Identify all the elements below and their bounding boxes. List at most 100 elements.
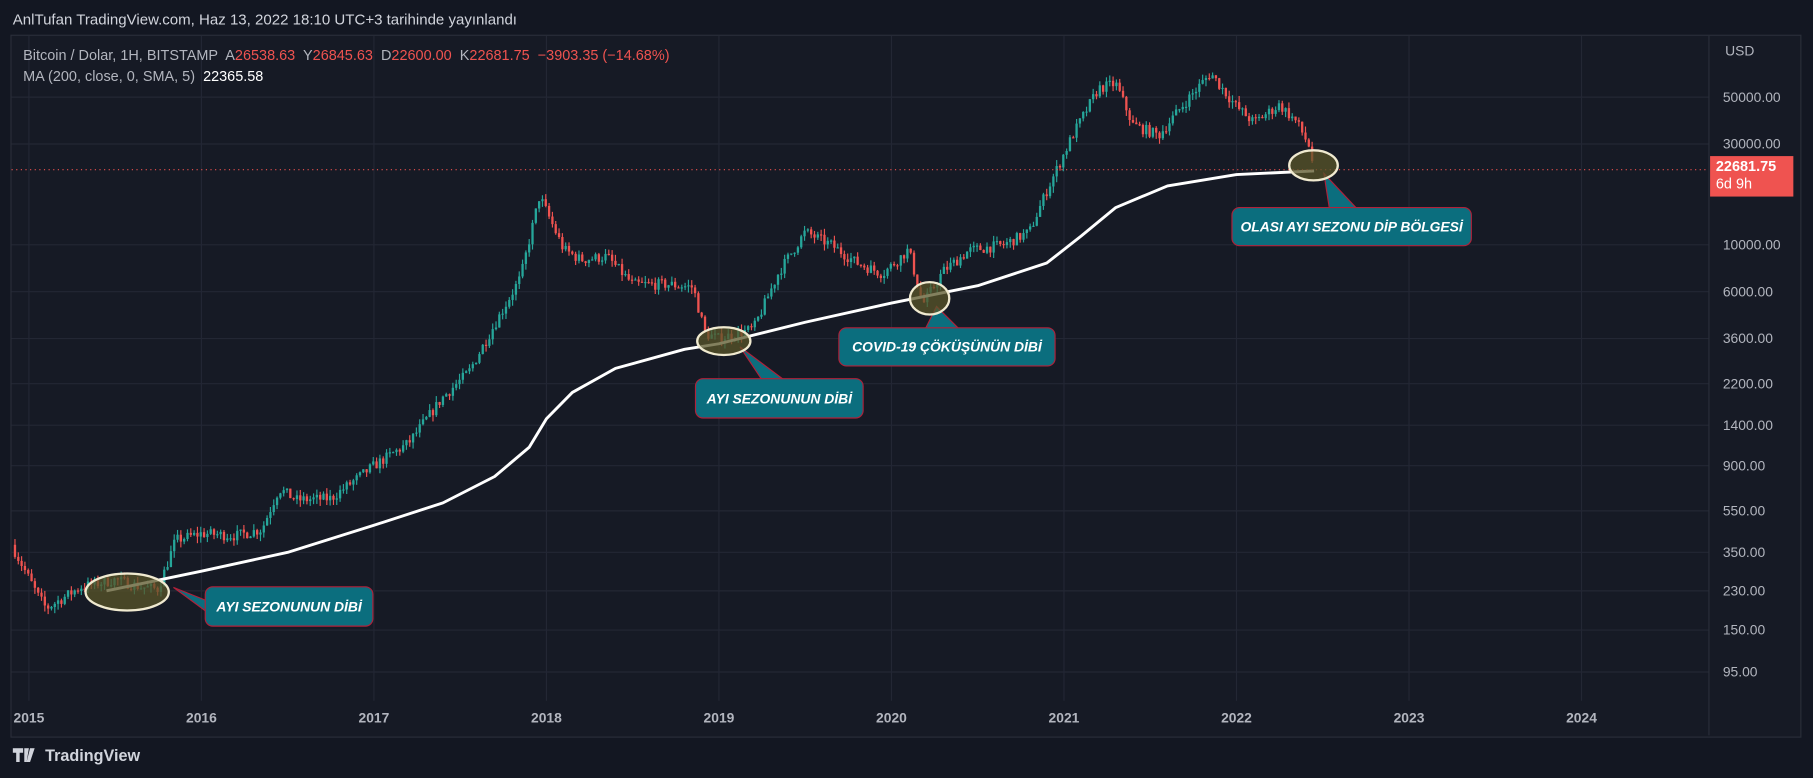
x-tick-label: 2020 <box>876 710 907 726</box>
candle-body <box>551 216 554 225</box>
callout-covid-bottom[interactable]: COVID-19 ÇÖKÜŞÜNÜN DİBİ <box>838 327 1056 367</box>
moving-average-line <box>106 169 1315 593</box>
candle-body <box>876 270 879 276</box>
candle-body <box>650 282 654 284</box>
candle-body <box>435 402 438 416</box>
candle-body <box>1135 122 1138 125</box>
candle-body <box>242 529 246 533</box>
candle-body <box>693 287 697 294</box>
highlight-ellipse[interactable] <box>908 280 951 316</box>
candle-body <box>455 384 458 388</box>
ma-label[interactable]: MA (200, close, 0, SMA, 5) <box>23 68 196 85</box>
candle-body <box>368 464 372 473</box>
highlight-ellipse[interactable] <box>84 572 170 612</box>
candle-body <box>428 410 431 417</box>
callout-bear-bottom-2015[interactable]: AYI SEZONUNUN DİBİ <box>204 586 374 627</box>
candle-body <box>176 534 179 540</box>
candle-body <box>647 282 650 284</box>
candle-body <box>355 475 358 481</box>
callout-possible-bottom-zone[interactable]: OLASI AYI SEZONU DİP BÖLGESİ <box>1231 206 1472 247</box>
candle-body <box>1271 108 1274 114</box>
symbol-label[interactable]: Bitcoin / Dolar, 1H, BITSTAMP <box>23 47 219 64</box>
candle-body <box>813 234 816 238</box>
candle-body <box>239 529 242 531</box>
y-tick-label: 10000.00 <box>1723 236 1781 252</box>
candle-body <box>1085 111 1088 113</box>
candle-body <box>378 458 382 469</box>
candle-body <box>279 493 282 498</box>
candle-body <box>1264 114 1267 119</box>
candle-body <box>382 458 385 464</box>
candle-body <box>571 251 574 254</box>
candle-body <box>80 588 83 592</box>
candle-body <box>544 199 547 206</box>
candle-body <box>829 240 833 242</box>
candle-body <box>83 588 86 590</box>
candle-body <box>13 544 17 557</box>
candle-body <box>823 234 826 245</box>
candle-body <box>916 274 919 288</box>
candle-body <box>1118 82 1121 91</box>
candle-body <box>869 265 873 273</box>
candle-body <box>567 245 571 252</box>
candle-body <box>289 488 292 499</box>
candle-body <box>975 245 979 247</box>
candle-body <box>763 298 766 315</box>
candle-body <box>677 287 680 289</box>
candle-body <box>216 534 219 536</box>
candle-body <box>1168 123 1171 132</box>
candle-body <box>620 264 624 276</box>
candle-body <box>259 532 262 535</box>
candle-body <box>956 259 959 266</box>
candle-body <box>1125 96 1128 111</box>
candle-body <box>328 495 332 501</box>
candle-body <box>1032 225 1035 227</box>
candle-body <box>601 260 604 262</box>
candle-body <box>1131 119 1135 123</box>
candle-body <box>1277 103 1281 111</box>
candle-body <box>637 279 640 282</box>
candle-body <box>484 344 488 346</box>
candle-body <box>249 536 252 539</box>
change-value: −3903.35 (−14.68%) <box>537 47 670 64</box>
candle-body <box>60 600 63 604</box>
callout-bear-bottom-2018[interactable]: AYI SEZONUNUN DİBİ <box>694 378 864 419</box>
candle-body <box>760 314 763 317</box>
candle-body <box>342 489 345 491</box>
candle-body <box>561 237 564 250</box>
tradingview-logo[interactable]: TradingView <box>12 746 140 764</box>
candle-body <box>780 273 783 275</box>
candle-body <box>471 364 474 369</box>
candle-body <box>644 282 647 284</box>
candle-body <box>819 234 823 236</box>
candle-body <box>531 222 534 245</box>
candle-body <box>607 253 610 256</box>
candle-body <box>166 567 169 570</box>
candle-body <box>886 268 889 276</box>
candle-body <box>1174 109 1178 116</box>
candle-body <box>1218 78 1221 89</box>
highlight-ellipse[interactable] <box>1288 149 1339 182</box>
candle-body <box>1019 233 1022 240</box>
high-value: 26845.63 <box>312 47 373 64</box>
highlight-ellipse[interactable] <box>696 326 752 357</box>
candle-body <box>46 605 50 609</box>
candle-body <box>411 433 415 443</box>
candle-body <box>790 253 793 255</box>
candle-body <box>27 570 30 574</box>
candle-body <box>299 495 302 501</box>
candle-body <box>189 532 192 535</box>
candle-body <box>839 247 843 255</box>
candle-body <box>577 254 581 261</box>
candle-body <box>624 274 627 276</box>
candle-body <box>388 452 392 454</box>
candle-body <box>488 339 491 346</box>
candle-body <box>491 329 494 340</box>
legend: Bitcoin / Dolar, 1H, BITSTAMP A26538.63 … <box>23 45 669 87</box>
candle-body <box>1297 120 1301 122</box>
candle-body <box>591 259 594 261</box>
ma-value: 22365.58 <box>203 68 264 85</box>
candle-body <box>1138 124 1141 126</box>
candle-body <box>415 432 418 434</box>
